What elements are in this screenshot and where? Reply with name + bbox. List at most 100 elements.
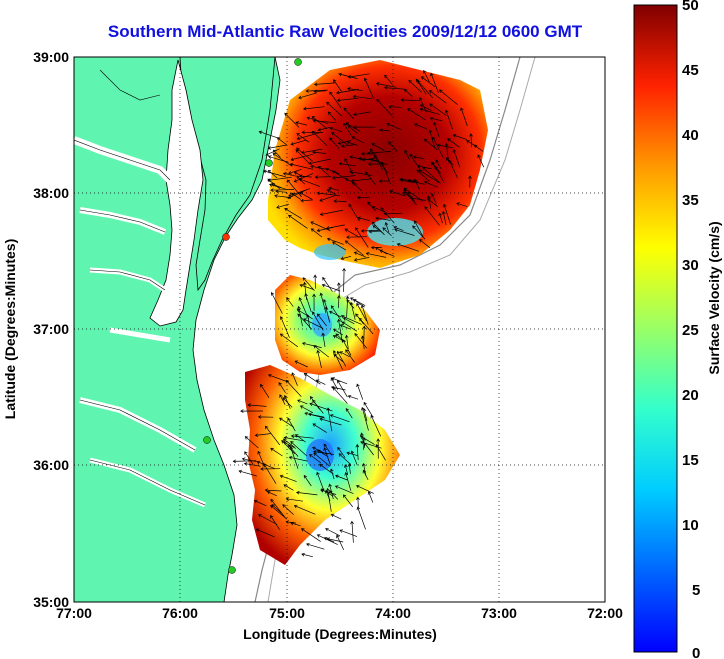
velocity-arrow (379, 128, 390, 132)
velocity-arrow (327, 111, 337, 121)
velocity-arrow (452, 148, 461, 168)
velocity-arrow (303, 372, 321, 385)
velocity-arrow (333, 350, 343, 370)
velocity-arrow (448, 159, 458, 179)
velocity-arrow (353, 125, 376, 129)
velocity-arrow (298, 92, 317, 100)
velocity-arrow (329, 137, 340, 149)
velocity-arrow (329, 126, 343, 133)
velocity-arrow (278, 382, 286, 393)
velocity-arrow (333, 199, 347, 203)
velocity-arrow (297, 313, 313, 330)
velocity-arrow (389, 189, 406, 197)
velocity-arrow (253, 499, 267, 507)
velocity-arrow (364, 171, 377, 186)
velocity-arrow (393, 226, 404, 231)
velocity-arrow (323, 443, 333, 456)
velocity-arrow (310, 221, 331, 232)
velocity-arrow (331, 170, 350, 182)
velocity-arrow (319, 195, 336, 202)
velocity-arrow (279, 394, 286, 405)
velocity-arrow (426, 198, 439, 207)
velocity-arrow (258, 514, 278, 525)
velocity-arrow (270, 447, 283, 457)
velocity-arrow (330, 377, 339, 390)
velocity-arrow (290, 153, 313, 162)
velocity-arrow (262, 169, 286, 178)
velocity-arrow (247, 403, 267, 407)
velocity-arrow (312, 423, 327, 433)
velocity-arrow (282, 172, 296, 177)
velocity-arrow (339, 351, 350, 358)
velocity-arrow (241, 457, 257, 463)
velocity-arrow (347, 463, 352, 474)
velocity-arrow (333, 79, 343, 93)
velocity-arrow (349, 301, 356, 320)
velocity-arrow (288, 214, 308, 229)
velocity-arrow (354, 332, 368, 349)
velocity-arrow (371, 143, 385, 151)
velocity-arrow (271, 504, 282, 514)
velocity-arrow (433, 121, 440, 138)
velocity-arrow (413, 155, 424, 159)
velocity-arrow (339, 324, 351, 330)
colorbar-tick: 35 (682, 192, 699, 209)
velocity-arrow (306, 542, 325, 550)
velocity-arrow (371, 206, 386, 213)
velocity-arrow (257, 415, 274, 419)
velocity-arrow (404, 149, 411, 161)
velocity-arrow (430, 72, 439, 93)
velocity-arrow (362, 325, 367, 343)
velocity-vectors (232, 69, 485, 558)
velocity-arrow (345, 349, 355, 363)
velocity-arrow (290, 139, 306, 146)
velocity-arrow (424, 206, 440, 226)
velocity-arrow (293, 173, 314, 183)
velocity-arrow (349, 170, 372, 176)
velocity-arrow (330, 468, 335, 480)
velocity-arrow (416, 169, 431, 183)
velocity-arrow (312, 293, 316, 311)
velocity-arrow (294, 434, 306, 443)
velocity-arrow (328, 483, 334, 500)
velocity-arrow (313, 82, 336, 87)
velocity-arrow (244, 436, 259, 449)
velocity-arrow (346, 451, 358, 456)
colorbar-tick: 40 (682, 127, 699, 144)
velocity-arrow (286, 179, 302, 198)
y-tick-label: 39:00 (33, 49, 69, 65)
velocity-arrow (367, 162, 388, 166)
velocity-arrow (270, 291, 283, 314)
velocity-arrow (299, 405, 314, 414)
velocity-arrow (415, 78, 427, 95)
velocity-arrow (360, 229, 379, 233)
radar-station (228, 566, 236, 574)
velocity-arrow (431, 161, 442, 174)
velocity-arrow (336, 534, 345, 551)
velocity-arrow (360, 304, 369, 325)
velocity-arrow (376, 98, 393, 117)
velocity-arrow (308, 158, 331, 165)
velocity-arrow (386, 122, 402, 131)
velocity-arrow (301, 552, 313, 558)
velocity-arrow (347, 394, 359, 400)
velocity-arrow (428, 129, 436, 149)
velocity-arrow (282, 397, 293, 408)
velocity-arrow (256, 460, 275, 469)
velocity-arrow (348, 203, 360, 222)
velocity-arrow (300, 528, 321, 542)
velocity-arrow (419, 96, 427, 113)
velocity-arrow (254, 433, 271, 438)
velocity-arrow (379, 249, 395, 257)
velocity-arrow (325, 527, 341, 537)
x-tick-label: 74:00 (375, 605, 411, 621)
velocity-arrow (312, 446, 328, 455)
velocity-arrow (272, 153, 293, 167)
colorbar (633, 4, 678, 653)
map-title: Southern Mid-Atlantic Raw Velocities 200… (107, 22, 583, 41)
velocity-arrow (268, 155, 289, 163)
velocity-arrow (349, 155, 365, 161)
velocity-arrow (293, 504, 316, 515)
velocity-arrow (407, 191, 415, 202)
velocity-arrow (314, 175, 332, 179)
